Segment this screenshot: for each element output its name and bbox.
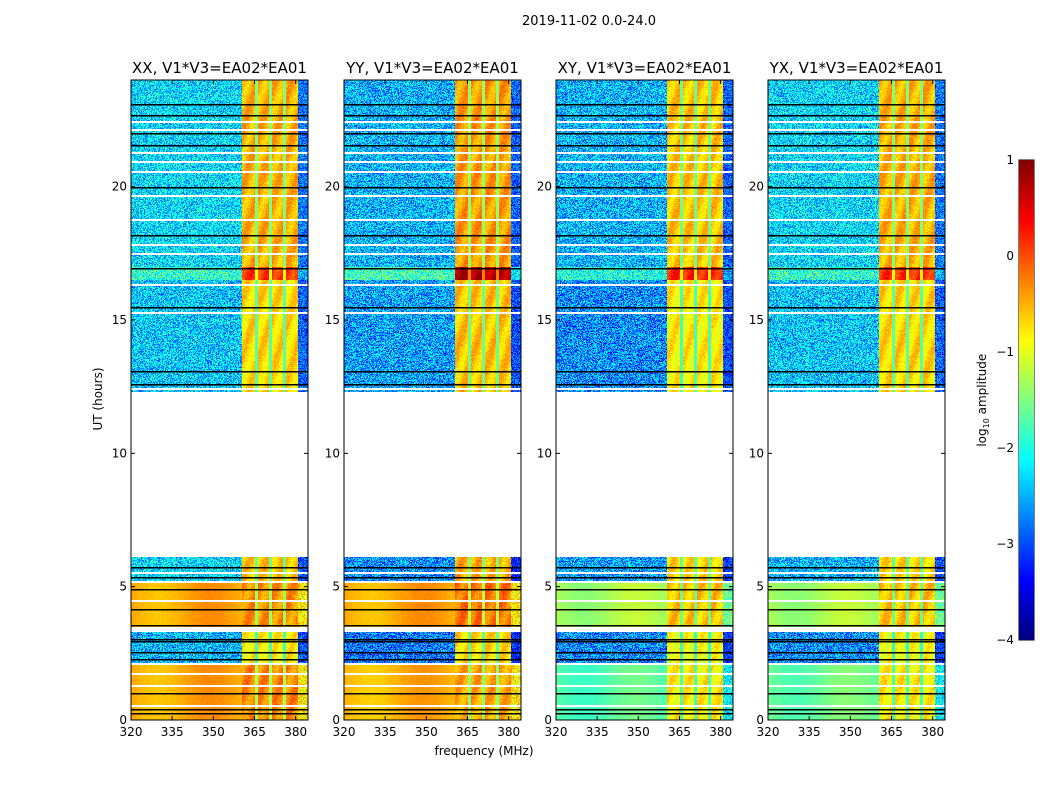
spectrogram-xy	[556, 80, 733, 720]
y-tick-label: 15	[749, 313, 764, 327]
plot-frame	[555, 79, 734, 721]
x-axis-label: frequency (MHz)	[434, 744, 534, 758]
y-tick-label: 5	[119, 580, 127, 594]
colorbar-tick-label: −1	[996, 345, 1014, 359]
y-tick-label: 5	[756, 580, 764, 594]
x-tick-label: 335	[798, 725, 821, 739]
spectrogram-yy	[344, 80, 521, 720]
x-tick-label: 335	[586, 725, 609, 739]
x-tick-label: 320	[545, 725, 568, 739]
x-tick-label: 350	[627, 725, 650, 739]
y-tick-label: 20	[112, 180, 127, 194]
figure-title: 2019-11-02 0.0-24.0	[522, 14, 656, 29]
x-tick-label: 350	[202, 725, 225, 739]
y-axis-label: UT (hours)	[91, 367, 105, 431]
colorbar-tick-label: −2	[996, 441, 1014, 455]
y-tick-label: 0	[756, 713, 764, 727]
colorbar-tick-label: −3	[996, 537, 1014, 551]
y-tick-label: 20	[537, 180, 552, 194]
plot-frame	[130, 79, 309, 721]
y-tick-label: 0	[332, 713, 340, 727]
panel-title: YY, V1*V3=EA02*EA01	[346, 59, 519, 77]
colorbar	[1019, 160, 1034, 640]
x-tick-label: 365	[243, 725, 266, 739]
colorbar-label-sub: 10	[982, 418, 992, 429]
panel-title: XX, V1*V3=EA02*EA01	[132, 59, 307, 77]
x-tick-label: 365	[880, 725, 903, 739]
y-tick-label: 10	[537, 446, 552, 460]
x-tick-label: 350	[839, 725, 862, 739]
y-tick-label: 20	[325, 180, 340, 194]
x-tick-label: 380	[284, 725, 307, 739]
spectrogram-yx	[768, 80, 945, 720]
spectrogram-xx	[131, 80, 308, 720]
colorbar-tick-label: 1	[1006, 153, 1014, 167]
x-tick-label: 350	[415, 725, 438, 739]
colorbar-tick-label: −4	[996, 633, 1014, 647]
plot-frame	[767, 79, 946, 721]
y-tick-label: 0	[544, 713, 552, 727]
x-tick-label: 320	[333, 725, 356, 739]
y-tick-label: 15	[537, 313, 552, 327]
x-tick-label: 380	[497, 725, 520, 739]
y-tick-label: 15	[112, 313, 127, 327]
colorbar-label: log10 amplitude	[975, 335, 991, 465]
panel-title: XY, V1*V3=EA02*EA01	[557, 59, 732, 77]
x-tick-label: 365	[456, 725, 479, 739]
x-tick-label: 335	[161, 725, 184, 739]
x-tick-label: 320	[757, 725, 780, 739]
x-tick-label: 380	[709, 725, 732, 739]
x-tick-label: 320	[120, 725, 143, 739]
y-tick-label: 0	[119, 713, 127, 727]
y-tick-label: 10	[112, 446, 127, 460]
y-tick-label: 10	[749, 446, 764, 460]
x-tick-label: 380	[921, 725, 944, 739]
x-tick-label: 365	[668, 725, 691, 739]
y-tick-label: 20	[749, 180, 764, 194]
x-tick-label: 335	[374, 725, 397, 739]
y-tick-label: 5	[544, 580, 552, 594]
y-tick-label: 15	[325, 313, 340, 327]
y-tick-label: 5	[332, 580, 340, 594]
colorbar-label-suffix: amplitude	[974, 353, 989, 419]
panel-title: YX, V1*V3=EA02*EA01	[769, 59, 944, 77]
colorbar-label-prefix: log	[974, 428, 989, 447]
colorbar-tick-label: 0	[1006, 249, 1014, 263]
plot-frame	[343, 79, 522, 721]
y-tick-label: 10	[325, 446, 340, 460]
